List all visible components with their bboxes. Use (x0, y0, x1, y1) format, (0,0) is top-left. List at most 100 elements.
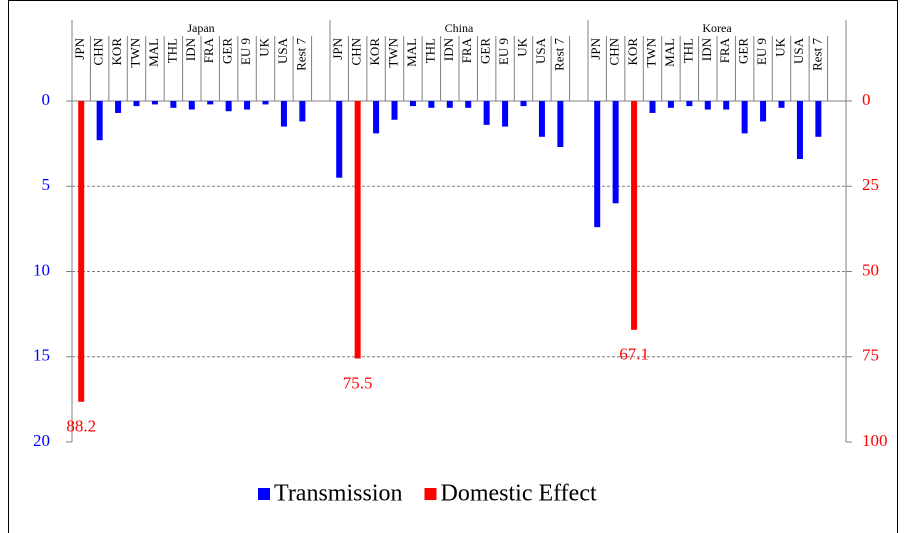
group-label: China (445, 21, 474, 35)
bar (594, 101, 601, 228)
bar (778, 101, 785, 108)
bar (760, 101, 767, 122)
bar (649, 101, 656, 113)
x-tick-label: EU 9 (496, 38, 511, 65)
x-tick-label: Rest 7 (809, 38, 824, 71)
y2-tick-label: 25 (862, 175, 879, 194)
group-label: Japan (187, 21, 214, 35)
legend-label: Domestic Effect (440, 481, 596, 507)
bar (188, 101, 195, 110)
x-tick-label: CHN (91, 37, 106, 65)
bar (244, 101, 251, 110)
bar (465, 101, 472, 108)
bar (446, 101, 453, 108)
bar (704, 101, 711, 110)
bar (520, 101, 527, 107)
x-tick-label: EU 9 (754, 38, 769, 65)
bar (741, 101, 748, 134)
bar (170, 101, 177, 108)
x-tick-label: EU 9 (238, 38, 253, 65)
bar (336, 101, 343, 178)
x-tick-label: JPN (588, 37, 603, 59)
bar (612, 101, 619, 204)
bar (225, 101, 232, 112)
data-label: 67.1 (619, 345, 649, 364)
legend-swatch (424, 488, 437, 500)
x-tick-label: THL (422, 38, 437, 63)
x-tick-label: UK (256, 37, 271, 56)
y2-tick-label: 75 (862, 346, 879, 365)
bar (483, 101, 490, 125)
x-tick-label: CHN (607, 37, 622, 65)
y-tick-label: 0 (42, 90, 51, 109)
group-label: Korea (702, 21, 732, 35)
x-tick-label: UK (514, 37, 529, 56)
x-tick-label: KOR (367, 38, 382, 66)
bar (151, 101, 158, 105)
x-tick-label: FRA (717, 37, 732, 63)
bar (96, 101, 103, 141)
bar (373, 101, 380, 134)
x-tick-label: IDN (441, 37, 456, 61)
bar (280, 101, 287, 127)
x-tick-label: GER (736, 38, 751, 64)
x-tick-label: FRA (459, 37, 474, 63)
x-tick-label: KOR (109, 38, 124, 66)
data-label: 75.5 (343, 373, 373, 392)
x-tick-label: MAL (146, 38, 161, 67)
bar (538, 101, 545, 137)
bar (815, 101, 822, 137)
bar (723, 101, 730, 110)
x-tick-label: USA (533, 37, 548, 64)
y2-tick-label: 0 (862, 90, 871, 109)
x-tick-label: GER (478, 38, 493, 64)
bar (796, 101, 803, 159)
y-tick-label: 10 (33, 260, 50, 279)
x-tick-label: IDN (183, 37, 198, 61)
bar (133, 101, 140, 107)
x-tick-label: MAL (662, 38, 677, 67)
bar (409, 101, 416, 107)
legend-swatch (258, 488, 270, 500)
x-tick-label: Rest 7 (551, 38, 566, 71)
y2-tick-label: 100 (862, 431, 888, 450)
bar (207, 101, 214, 105)
y-tick-label: 5 (42, 175, 51, 194)
x-tick-label: TWN (643, 37, 658, 67)
bar (262, 101, 269, 105)
bar (115, 101, 122, 113)
x-tick-label: THL (164, 38, 179, 63)
x-tick-label: THL (680, 38, 695, 63)
x-tick-label: MAL (404, 38, 419, 67)
x-tick-label: CHN (349, 37, 364, 65)
y-tick-label: 15 (33, 346, 50, 365)
x-tick-label: KOR (625, 38, 640, 66)
y-tick-label: 20 (33, 431, 50, 450)
x-tick-label: Rest 7 (293, 38, 308, 71)
x-tick-label: GER (220, 38, 235, 64)
x-tick-label: IDN (699, 37, 714, 61)
bar (667, 101, 674, 108)
bar (428, 101, 435, 108)
bar (686, 101, 693, 107)
data-label: 88.2 (66, 417, 96, 436)
x-tick-label: JPN (330, 37, 345, 59)
x-tick-label: FRA (201, 37, 216, 63)
x-tick-label: TWN (127, 37, 142, 67)
x-tick-label: UK (772, 37, 787, 56)
bar (391, 101, 398, 120)
bar (299, 101, 306, 122)
bar (631, 101, 638, 330)
x-tick-label: TWN (385, 37, 400, 67)
bar (78, 101, 85, 402)
x-tick-label: JPN (72, 37, 87, 59)
legend-label: Transmission (274, 481, 402, 507)
bar (354, 101, 361, 359)
frame (8, 0, 898, 533)
bar (502, 101, 509, 127)
bar (557, 101, 564, 148)
x-tick-label: USA (791, 37, 806, 64)
x-tick-label: USA (275, 37, 290, 64)
y2-tick-label: 50 (862, 260, 879, 279)
